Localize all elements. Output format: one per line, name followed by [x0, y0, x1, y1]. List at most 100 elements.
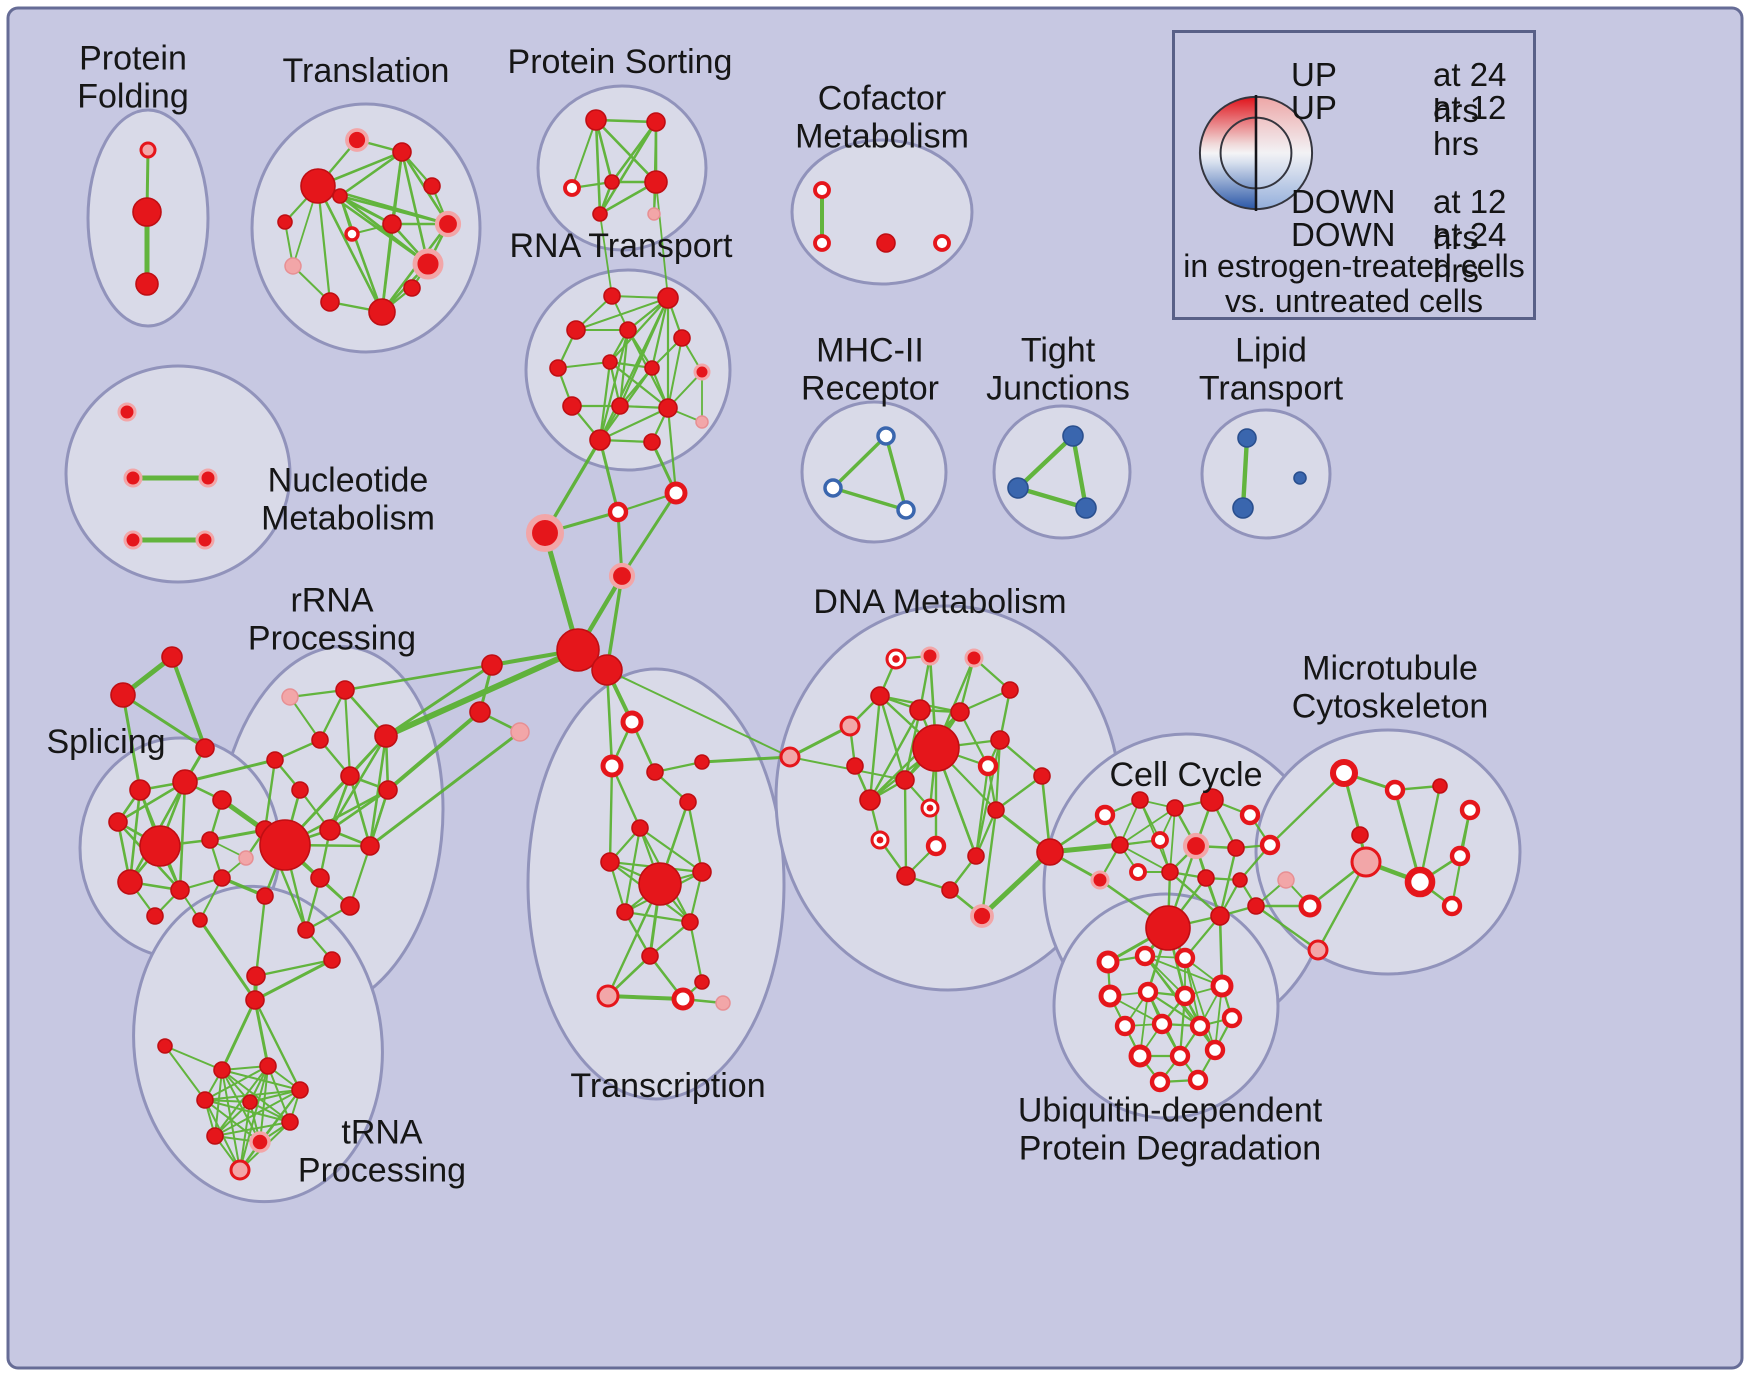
glyph-right-half: [1256, 96, 1313, 210]
node-sp7: [117, 869, 143, 895]
node-tr5: [291, 1081, 309, 1099]
node-dm12: [895, 770, 915, 790]
node-dm1: [839, 715, 861, 737]
node-ps2: [646, 112, 666, 132]
node-rr7: [291, 781, 309, 799]
node-cc6: [1111, 836, 1129, 854]
node-dm10: [990, 730, 1010, 750]
node-na: [481, 654, 503, 676]
node-mc4: [1459, 799, 1481, 821]
node-mc9: [1449, 845, 1471, 867]
node-rr6: [340, 766, 360, 786]
node-fs3: [195, 738, 215, 758]
legend-down-24-time: at 24 hrs: [1433, 216, 1507, 289]
node-dm22: [970, 904, 994, 928]
node-tr7: [242, 1094, 258, 1110]
legend-up-24-time: at 24 hrs: [1433, 56, 1507, 129]
node-c3: [525, 513, 565, 553]
node-cc18: [1277, 871, 1295, 889]
node-rt4: [619, 321, 637, 339]
node-mc3: [1432, 778, 1448, 794]
node-dm13: [977, 755, 999, 777]
node-nm1: [117, 402, 137, 422]
node-ub2: [1134, 945, 1156, 967]
node-sp4: [108, 812, 128, 832]
node-ub3: [1174, 947, 1196, 969]
node-ub14: [1204, 1039, 1226, 1061]
node-mc2: [1384, 779, 1406, 801]
node-nm5: [195, 530, 215, 550]
node-rt12: [658, 398, 678, 418]
node-sp2: [172, 769, 198, 795]
node-tj2: [1007, 477, 1029, 499]
node-ccl: [1036, 838, 1064, 866]
node-cc10: [1259, 834, 1281, 856]
node-nb: [469, 701, 491, 723]
node-hub2: [591, 654, 623, 686]
node-rr11: [259, 819, 311, 871]
node-cc14: [1232, 872, 1248, 888]
node-dm16: [987, 801, 1005, 819]
node-rr13: [310, 868, 330, 888]
node-tr4: [259, 1057, 277, 1075]
cluster-lipid-transport: [1200, 408, 1332, 540]
node-tx10: [681, 913, 699, 931]
node-cc17: [1247, 897, 1265, 915]
node-cc19: [1090, 870, 1110, 890]
node-cc8: [1182, 832, 1210, 860]
node-ub12: [1128, 1044, 1152, 1068]
node-mh1: [876, 426, 896, 446]
node-dm21: [941, 881, 959, 899]
node-tr6: [196, 1091, 214, 1109]
cluster-rna-transport: [524, 268, 732, 472]
node-rt14: [643, 433, 661, 451]
node-t14: [403, 279, 421, 297]
legend-down-12-time: at 12 hrs: [1433, 183, 1507, 256]
node-mc7: [1350, 846, 1382, 878]
node-mc8: [1404, 866, 1436, 898]
node-dm20: [896, 866, 916, 886]
glyph-left-half: [1199, 96, 1256, 210]
node-rt3: [566, 320, 586, 340]
node-cm2: [813, 234, 831, 252]
node-dml: [779, 746, 801, 768]
node-tx6: [600, 852, 620, 872]
node-tx11: [641, 947, 659, 965]
node-mh3: [896, 500, 916, 520]
cluster-nucleotide-metabolism: [64, 364, 292, 584]
node-fs2: [110, 682, 136, 708]
node-tx3: [646, 763, 664, 781]
node-dm5: [964, 648, 984, 668]
node-ub16: [1187, 1069, 1209, 1091]
legend: UP at 24 hrs UP at 12 hrs DOWN at 12 hrs…: [1172, 30, 1536, 320]
node-cc12: [1161, 863, 1179, 881]
node-t12: [382, 214, 402, 234]
cluster-translation: [250, 102, 482, 354]
node-sp11: [192, 912, 208, 928]
node-tx4: [679, 793, 697, 811]
node-ps7: [647, 207, 661, 221]
node-dm6: [1001, 681, 1019, 699]
node-rt7: [602, 354, 618, 370]
node-dm19: [967, 847, 985, 865]
node-mc10: [1298, 894, 1322, 918]
node-cc5: [1239, 804, 1261, 826]
node-tr9: [206, 1127, 224, 1145]
node-t3: [392, 142, 412, 162]
node-ub4: [1098, 984, 1122, 1008]
node-rr16: [297, 921, 315, 939]
node-mc5: [1351, 826, 1369, 844]
node-pf1: [139, 141, 157, 159]
node-rt11: [611, 397, 629, 415]
node-dm9: [912, 724, 960, 772]
node-fs1: [161, 646, 183, 668]
node-rr18: [246, 966, 266, 986]
node-ub1: [1096, 950, 1120, 974]
node-rr3: [374, 724, 398, 748]
node-dm8: [950, 702, 970, 722]
legend-up-12-label: UP: [1291, 89, 1337, 126]
node-dm23: [846, 757, 864, 775]
node-lt2: [1232, 497, 1254, 519]
node-t11: [344, 226, 360, 242]
